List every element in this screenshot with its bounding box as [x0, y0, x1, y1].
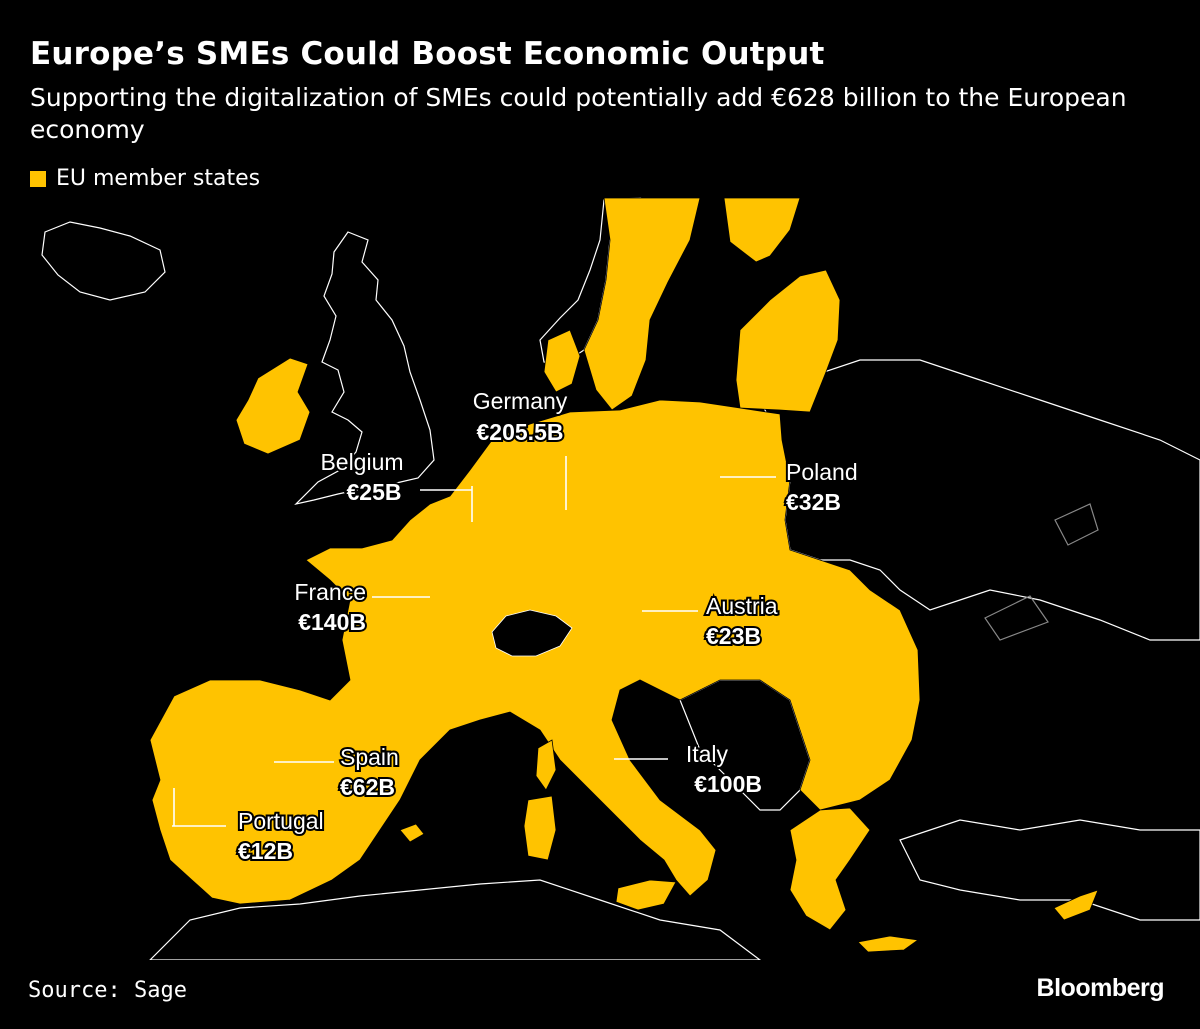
greece [789, 807, 871, 931]
label-portugal: Portugal €12B [236, 806, 326, 866]
label-italy-name: Italy [686, 741, 729, 767]
label-france-name: France [294, 579, 366, 605]
crete [857, 935, 920, 953]
non-eu-land [41, 197, 1200, 960]
source-note: Source: Sage [28, 978, 187, 1003]
label-germany: Germany €205.5B [471, 386, 570, 447]
europe-map: Germany €205.5B Belgium €25B Poland €32B… [41, 197, 1200, 960]
finland [723, 197, 801, 263]
label-austria-value: €23B [706, 623, 761, 649]
hatched-area-1 [1054, 503, 1099, 546]
label-germany-name: Germany [473, 388, 568, 414]
sicily [615, 879, 677, 911]
label-italy-value: €100B [694, 771, 762, 797]
legend-swatch [30, 170, 46, 187]
country-labels: Germany €205.5B Belgium €25B Poland €32B… [236, 386, 860, 866]
label-spain-value: €62B [340, 774, 395, 800]
eu-member-states [149, 197, 1099, 953]
label-spain: Spain €62B [338, 742, 401, 802]
label-poland: Poland €32B [784, 457, 860, 517]
label-spain-name: Spain [340, 744, 399, 770]
label-belgium-value: €25B [347, 479, 402, 505]
denmark [543, 329, 581, 393]
label-france: France €140B [292, 577, 368, 637]
baltics [735, 269, 841, 413]
label-austria-name: Austria [706, 593, 778, 619]
north-africa [149, 879, 761, 960]
label-portugal-name: Portugal [238, 808, 324, 834]
label-austria: Austria €23B [704, 591, 780, 651]
label-poland-name: Poland [786, 459, 858, 485]
label-germany-value: €205.5B [477, 419, 564, 445]
chart-subtitle: Supporting the digitalization of SMEs co… [30, 83, 1127, 144]
balearics [399, 823, 425, 843]
label-italy: Italy €100B [684, 739, 764, 799]
label-france-value: €140B [298, 609, 366, 635]
label-belgium-name: Belgium [320, 449, 403, 475]
chart-title: Europe’s SMEs Could Boost Economic Outpu… [30, 36, 825, 72]
sweden [583, 197, 701, 411]
legend-label: EU member states [56, 166, 261, 191]
turkey [899, 819, 1200, 921]
legend: EU member states [30, 166, 260, 191]
label-belgium: Belgium €25B [318, 447, 405, 507]
corsica [535, 739, 557, 791]
iceland [41, 221, 166, 301]
hatched-area-2 [984, 595, 1049, 641]
sardinia [523, 795, 557, 861]
label-portugal-value: €12B [238, 838, 293, 864]
bloomberg-logo: Bloomberg [1036, 974, 1165, 1002]
leader-lines [172, 456, 776, 827]
label-poland-value: €32B [786, 489, 841, 515]
cyprus [1053, 889, 1099, 921]
switzerland-hole [491, 609, 573, 657]
ireland [235, 357, 311, 455]
great-britain [294, 231, 435, 506]
